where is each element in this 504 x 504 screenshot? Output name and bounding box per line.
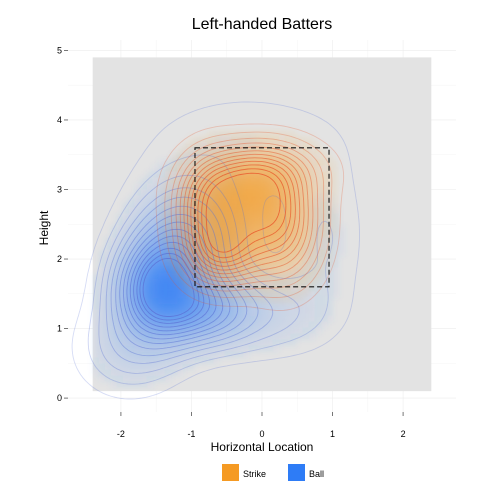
contour-line-strike xyxy=(205,172,281,253)
contour-line-ball xyxy=(71,101,360,400)
x-tick-label: -2 xyxy=(117,429,125,439)
x-tick-label: -1 xyxy=(187,429,195,439)
contour-line-strike xyxy=(201,168,287,259)
y-tick-label: 1 xyxy=(57,324,62,334)
contours-ball xyxy=(71,101,360,400)
contour-line-strike xyxy=(197,164,292,263)
legend: Strike Ball xyxy=(222,464,324,481)
x-tick-label: 0 xyxy=(259,429,264,439)
density-contours xyxy=(71,101,360,400)
contour-line-ball xyxy=(142,257,195,317)
contour-line-strike xyxy=(186,153,305,275)
contour-line-strike xyxy=(183,150,309,279)
axes: -2 -1 0 1 2 0 1 2 3 4 5 xyxy=(57,45,406,439)
chart-title: Left-handed Batters xyxy=(192,16,333,33)
contour-line-ball xyxy=(122,221,231,340)
contour-line-ball xyxy=(115,205,248,350)
x-tick-label: 1 xyxy=(330,429,335,439)
contour-line-strike xyxy=(170,137,325,292)
x-axis-title: Horizontal Location xyxy=(211,440,314,454)
contour-line-strike xyxy=(164,131,333,298)
contour-line-ball xyxy=(105,187,274,364)
strike-zone xyxy=(194,147,330,288)
legend-label-ball: Ball xyxy=(309,469,324,479)
y-tick-label: 2 xyxy=(57,254,62,264)
contour-line-ball xyxy=(98,174,300,374)
y-tick-label: 0 xyxy=(57,393,62,403)
contour-line-ball xyxy=(136,247,205,324)
legend-swatch-strike xyxy=(222,464,239,481)
contour-line-strike xyxy=(175,142,319,287)
legend-label-strike: Strike xyxy=(243,469,266,479)
legend-swatch-ball xyxy=(288,464,305,481)
x-tick-label: 2 xyxy=(401,429,406,439)
contour-line-strike xyxy=(190,157,301,271)
contour-line-ball xyxy=(110,196,259,357)
strike-zone-layer xyxy=(194,147,330,288)
contour-line-ball xyxy=(126,228,224,336)
y-axis-title: Height xyxy=(37,210,51,245)
y-tick-label: 5 xyxy=(57,45,62,55)
contours-strike xyxy=(155,123,345,311)
contour-line-ball xyxy=(133,241,211,328)
y-tick-label: 4 xyxy=(57,115,62,125)
y-tick-label: 3 xyxy=(57,184,62,194)
contour-line-strike xyxy=(155,123,345,311)
